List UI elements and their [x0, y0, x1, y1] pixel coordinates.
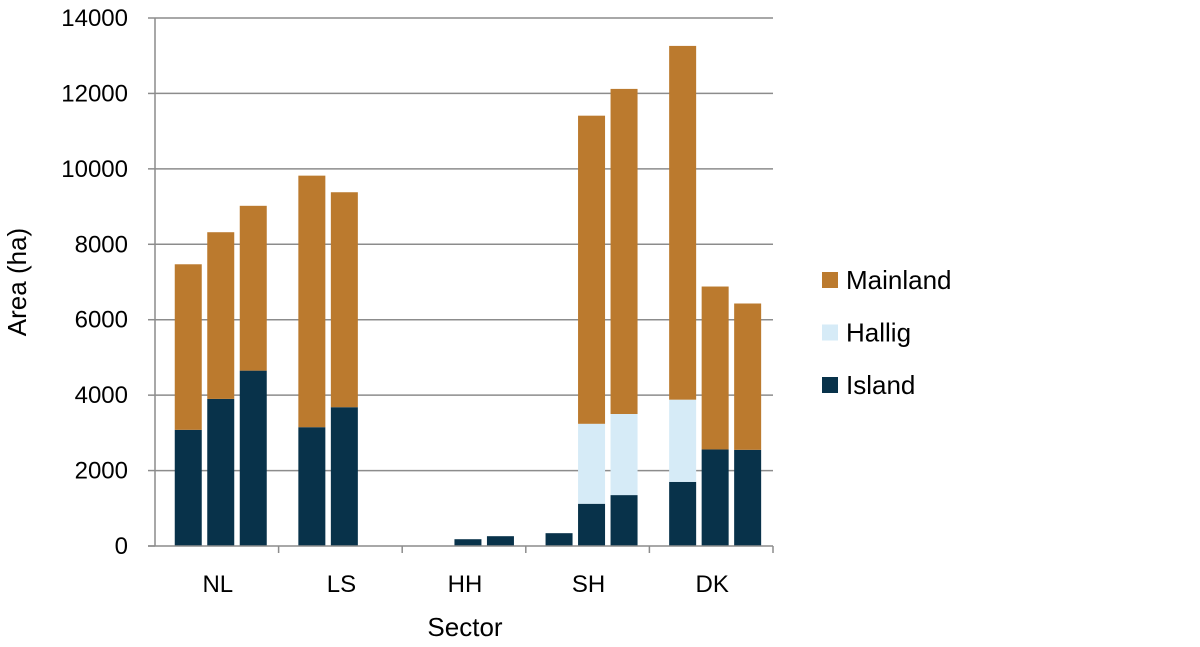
bar-mainland-nl-2: [207, 232, 235, 399]
y-tick-label: 6000: [75, 307, 128, 334]
x-tick-label: DK: [696, 571, 729, 598]
bar-island-nl-2: [207, 398, 235, 546]
bar-island-ls-1: [298, 427, 326, 546]
y-tick-label: 10000: [61, 156, 128, 183]
bar-island-dk-1: [669, 481, 697, 546]
bar-island-sh-1: [545, 533, 573, 546]
axes: [148, 18, 774, 553]
x-tick-label: LS: [327, 571, 356, 598]
y-axis-title: Area (ha): [2, 228, 32, 336]
legend-swatch-hallig: [822, 324, 838, 341]
legend-swatch-mainland: [822, 272, 838, 288]
y-tick-label: 0: [115, 533, 128, 560]
y-tick-label: 4000: [75, 382, 128, 409]
bar-island-ls-2: [330, 407, 358, 546]
bar-mainland-dk-3: [734, 303, 762, 450]
bar-mainland-dk-1: [669, 45, 697, 400]
bar-island-sh-2: [578, 503, 606, 546]
bar-hallig-dk-1: [669, 399, 697, 482]
bar-mainland-sh-3: [610, 88, 638, 414]
bar-mainland-nl-3: [239, 205, 267, 371]
legend-label-hallig: Hallig: [846, 318, 911, 348]
bar-mainland-ls-2: [330, 192, 358, 408]
bar-mainland-dk-2: [701, 286, 729, 450]
x-tick-label: HH: [448, 571, 483, 598]
legend-label-island: Island: [846, 370, 915, 400]
bar-island-nl-3: [239, 370, 267, 546]
y-tick-labels: 0 2000 4000 6000 8000 10000 12000 14000: [61, 5, 128, 560]
bar-island-dk-3: [734, 449, 762, 546]
legend: Mainland Hallig Island: [822, 265, 952, 400]
y-tick-label: 8000: [75, 231, 128, 258]
bar-mainland-sh-2: [578, 115, 606, 424]
bar-mainland-ls-1: [298, 175, 326, 428]
bar-island-sh-3: [610, 495, 638, 546]
y-tick-label: 12000: [61, 80, 128, 107]
x-axis-title: Sector: [427, 612, 502, 642]
bar-island-hh-2: [454, 539, 482, 546]
bar-island-dk-2: [701, 449, 729, 546]
y-tick-label: 2000: [75, 458, 128, 485]
legend-label-mainland: Mainland: [846, 265, 952, 295]
bars: [174, 45, 762, 546]
legend-swatch-island: [822, 377, 838, 393]
x-tick-label: NL: [202, 571, 233, 598]
bar-mainland-nl-1: [174, 264, 202, 430]
y-tick-label: 14000: [61, 5, 128, 32]
x-tick-label: SH: [572, 571, 605, 598]
bar-hallig-sh-2: [578, 423, 606, 504]
bar-island-hh-3: [486, 536, 514, 546]
bar-island-nl-1: [174, 429, 202, 546]
bar-hallig-sh-3: [610, 414, 638, 496]
x-tick-labels: NL LS HH SH DK: [202, 571, 728, 598]
